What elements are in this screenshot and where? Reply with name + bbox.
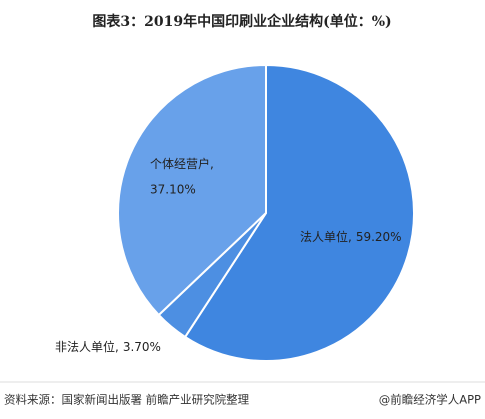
chart-title: 图表3：2019年中国印刷业企业结构(单位：%) [92,13,391,30]
pie-slice [183,63,415,362]
value-label: 3.70% [123,340,161,354]
slice-label: 非法人单位, 3.70% [55,339,161,354]
slice-label: 个体经营户, [150,156,214,171]
category-label: 法人单位, [300,229,352,244]
value-label: 37.10% [150,183,196,197]
source: 资料来源：国家新闻出版署 前瞻产业研究院整理 [4,393,250,407]
brand: @前瞻经济学人APP [379,393,481,407]
category-label: 非法人单位, [55,339,119,354]
value-label: 59.20% [356,230,402,244]
pie-slice [117,63,267,317]
category-label: 个体经营户, [150,156,214,171]
slice-label: 法人单位, 59.20% [300,229,402,244]
